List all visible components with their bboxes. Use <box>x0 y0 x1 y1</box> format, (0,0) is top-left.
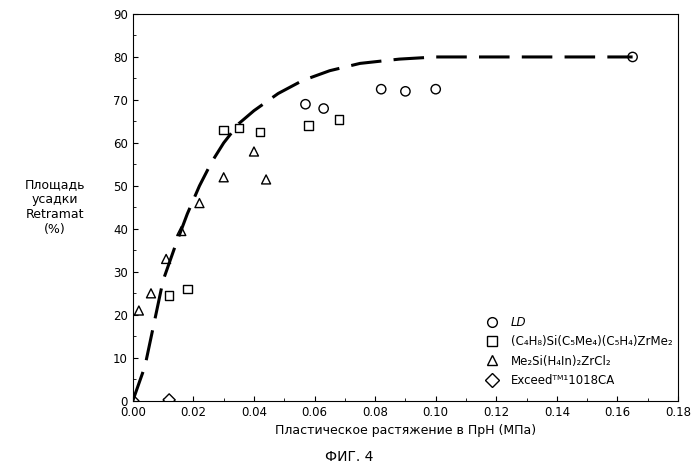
Point <box>254 129 266 136</box>
Point <box>161 255 172 263</box>
Point <box>303 122 314 130</box>
Point <box>218 126 229 134</box>
Point <box>134 307 145 314</box>
Point <box>627 53 638 61</box>
Point <box>164 396 175 404</box>
Point <box>175 227 187 235</box>
Point <box>164 292 175 299</box>
Point <box>182 285 193 293</box>
Point <box>430 85 441 93</box>
Point <box>248 148 259 155</box>
Legend: LD, (C₄H₈)Si(C₅Me₄)(C₅H₄)ZrMe₂, Me₂Si(H₄In)₂ZrCl₂, Exceedᵀᴹ¹1018CA: LD, (C₄H₈)Si(C₅Me₄)(C₅H₄)ZrMe₂, Me₂Si(H₄… <box>480 315 672 387</box>
Text: ФИГ. 4: ФИГ. 4 <box>325 450 374 464</box>
Point <box>218 173 229 181</box>
Point <box>145 289 157 297</box>
X-axis label: Пластическое растяжение в ПрН (МПа): Пластическое растяжение в ПрН (МПа) <box>275 424 536 437</box>
Point <box>300 101 311 108</box>
Point <box>127 397 138 404</box>
Point <box>261 176 272 183</box>
Point <box>400 88 411 95</box>
Y-axis label: Площадь
усадки
Retramat
(%): Площадь усадки Retramat (%) <box>24 178 85 236</box>
Point <box>233 124 245 131</box>
Point <box>318 105 329 112</box>
Point <box>194 199 205 207</box>
Point <box>375 85 387 93</box>
Point <box>333 116 345 123</box>
